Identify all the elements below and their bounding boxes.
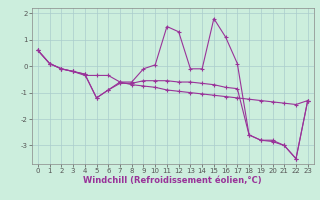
X-axis label: Windchill (Refroidissement éolien,°C): Windchill (Refroidissement éolien,°C)	[84, 176, 262, 185]
